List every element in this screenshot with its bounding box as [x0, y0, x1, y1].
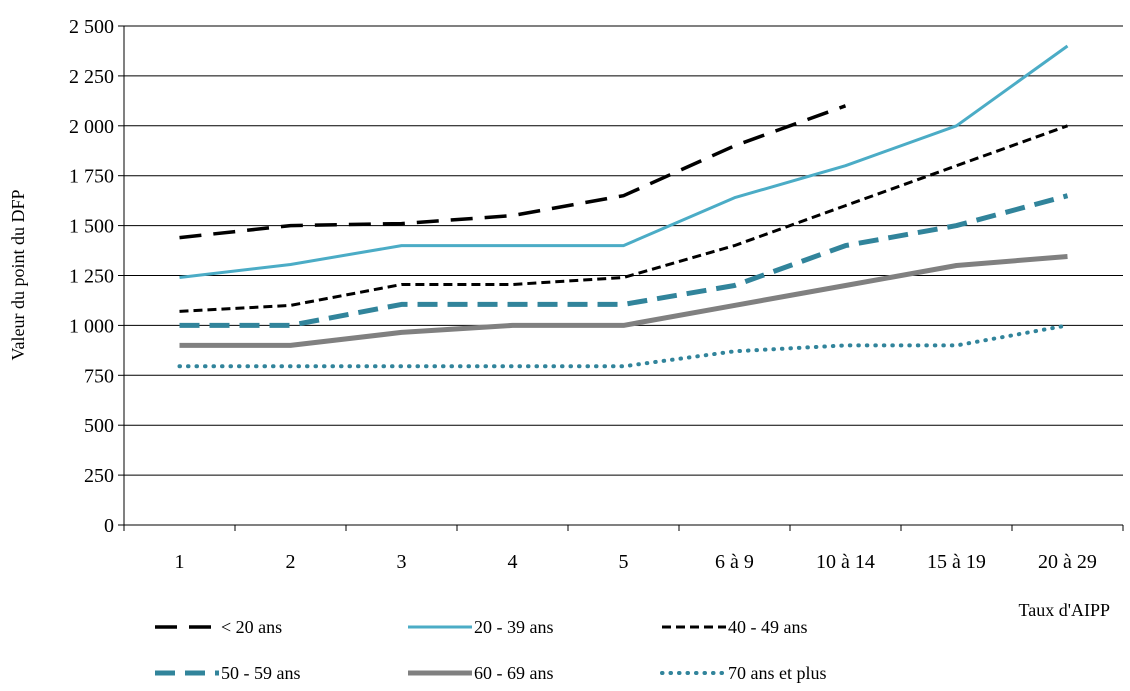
y-tick-label: 2 000 — [69, 116, 114, 138]
x-tick-label: 3 — [397, 551, 407, 573]
series-line — [179, 254, 1068, 348]
x-tick-label: 10 à 14 — [816, 551, 875, 573]
legend-label: 70 ans et plus — [728, 663, 827, 683]
series-line — [177, 323, 1070, 369]
y-tick-label: 1 500 — [69, 216, 114, 238]
legend-label: < 20 ans — [221, 617, 282, 637]
x-tick-label: 4 — [508, 551, 518, 573]
legend-label: 50 - 59 ans — [221, 663, 301, 683]
x-tick-label: 2 — [286, 551, 296, 573]
x-tick-label: 6 à 9 — [715, 551, 754, 573]
series-line — [179, 104, 847, 240]
y-tick-label: 2 250 — [69, 66, 114, 88]
legend-label: 60 - 69 ans — [474, 663, 554, 683]
series-lines — [177, 44, 1070, 369]
x-tick-label: 15 à 19 — [927, 551, 986, 573]
y-tick-label: 750 — [84, 365, 114, 387]
legend-label: 20 - 39 ans — [474, 617, 554, 637]
y-axis-title: Valeur du point du DFP — [8, 190, 28, 361]
axes — [118, 25, 1124, 531]
series-line — [179, 193, 1069, 328]
series-line — [179, 44, 1069, 279]
tick-labels: 0 250 500 750 1 000 1 250 1 500 1 750 2 000 2 250… — [69, 16, 1097, 573]
series-line — [179, 124, 1069, 313]
legend: < 20 ans 20 - 39 ans 40 - 49 ans 50 - 59 an… — [155, 617, 827, 683]
x-tick-label: 20 à 29 — [1038, 551, 1097, 573]
x-tick-label: 5 — [619, 551, 629, 573]
y-tick-label: 0 — [104, 515, 114, 537]
x-axis-title: Taux d'AIPP — [1019, 600, 1111, 620]
y-tick-label: 1 000 — [69, 315, 114, 337]
x-tick-label: 1 — [175, 551, 185, 573]
y-tick-label: 250 — [84, 465, 114, 487]
y-tick-label: 1 250 — [69, 266, 114, 288]
legend-label: 40 - 49 ans — [728, 617, 808, 637]
gridlines — [124, 25, 1123, 476]
y-tick-label: 1 750 — [69, 166, 114, 188]
y-tick-label: 500 — [84, 415, 114, 437]
y-tick-label: 2 500 — [69, 16, 114, 38]
